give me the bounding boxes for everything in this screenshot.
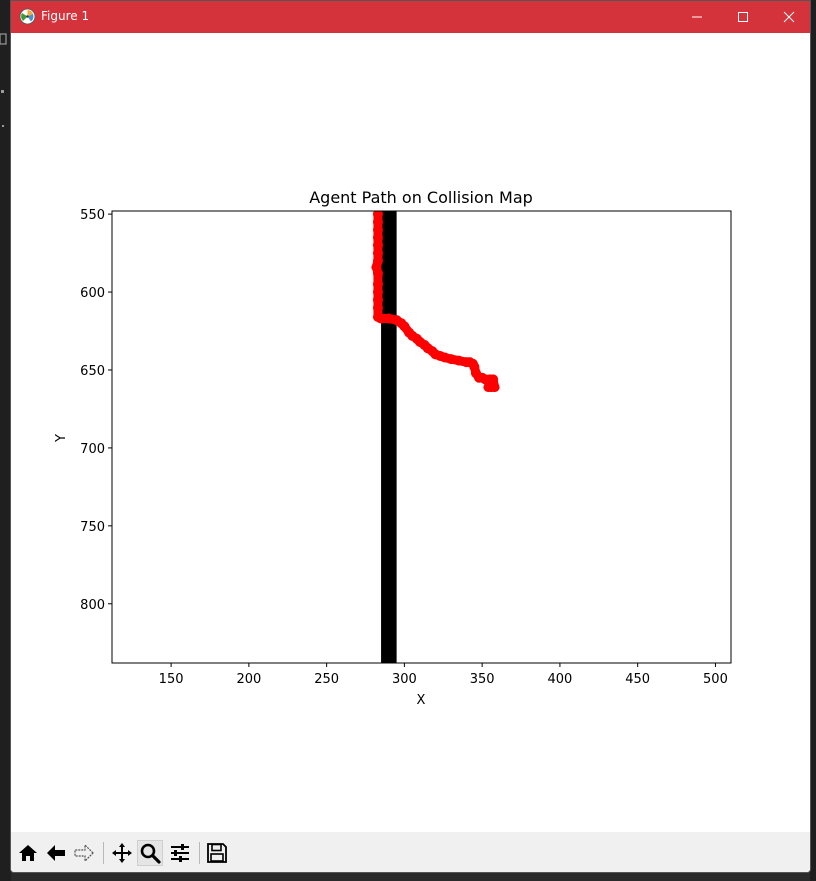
y-axis: 550 600 650 700 750 800 [80,208,112,613]
forward-button[interactable] [71,840,97,866]
configure-subplots-icon [171,844,189,862]
x-tick-label: 200 [236,672,261,687]
back-arrow-icon [47,845,65,861]
home-button[interactable] [15,840,41,866]
toolbar-separator [199,842,200,864]
y-tick-label: 650 [80,364,105,379]
x-axis: 150 200 250 300 350 400 450 500 [159,663,728,687]
figure-canvas[interactable]: Agent Path on Collision Map 150 200 250 300… [11,33,810,832]
pan-button[interactable] [109,840,135,866]
left-editor-glyphs [0,33,7,127]
agent-path-point [372,287,383,298]
figure-window: Figure 1 Agent Path on Collision [10,0,811,873]
y-tick-label: 700 [80,442,105,457]
y-tick-label: 550 [80,208,105,223]
minimize-icon [692,16,702,18]
agent-path-point [446,354,457,365]
agent-path-point [483,382,494,393]
y-tick-label: 600 [80,286,105,301]
background-editor-left [0,0,11,881]
save-icon [207,843,227,863]
collision-wall [381,211,397,663]
forward-arrow-icon [74,843,94,863]
zoom-button[interactable] [137,840,163,866]
agent-path-point [488,374,499,385]
x-tick-label: 250 [314,672,339,687]
x-tick-label: 400 [548,672,573,687]
navigation-toolbar [11,832,810,872]
agent-path-point [376,313,387,324]
zoom-icon [140,843,161,864]
matplotlib-app-icon [19,8,36,25]
x-tick-label: 500 [703,672,728,687]
close-button[interactable] [766,1,810,33]
home-icon [19,845,37,861]
maximize-button[interactable] [720,1,766,33]
y-tick-label: 750 [80,520,105,535]
y-axis-label: Y [54,434,69,443]
minimize-button[interactable] [674,1,720,33]
agent-path-point [372,302,383,313]
window-title: Figure 1 [41,9,90,23]
agent-path-point [372,240,383,251]
maximize-icon [738,12,748,22]
chart-svg[interactable]: Agent Path on Collision Map 150 200 250 300… [11,33,810,832]
plot-area[interactable] [371,209,500,663]
background-editor-right [810,0,816,881]
configure-subplots-button[interactable] [167,840,193,866]
agent-path-point [372,232,383,243]
close-icon [783,11,795,23]
x-tick-label: 350 [470,672,495,687]
agent-path-point [383,313,394,324]
y-tick-label: 800 [80,598,105,613]
agent-path-point [372,279,383,290]
agent-path-point [372,224,383,235]
agent-path-point [372,248,383,259]
agent-path-point [372,294,383,305]
axes-frame [111,210,732,664]
x-tick-label: 150 [159,672,184,687]
agent-path-point [372,216,383,227]
agent-path-point [453,355,464,366]
x-tick-label: 300 [392,672,417,687]
x-tick-label: 450 [625,672,650,687]
x-axis-label: X [417,693,426,708]
chart-title: Agent Path on Collision Map [309,188,533,207]
toolbar-separator [103,842,104,864]
pan-icon [112,843,132,863]
back-button[interactable] [43,840,69,866]
title-bar[interactable]: Figure 1 [11,1,810,33]
agent-path-point [372,211,383,220]
agent-path-point [372,268,383,279]
save-button[interactable] [204,840,230,866]
